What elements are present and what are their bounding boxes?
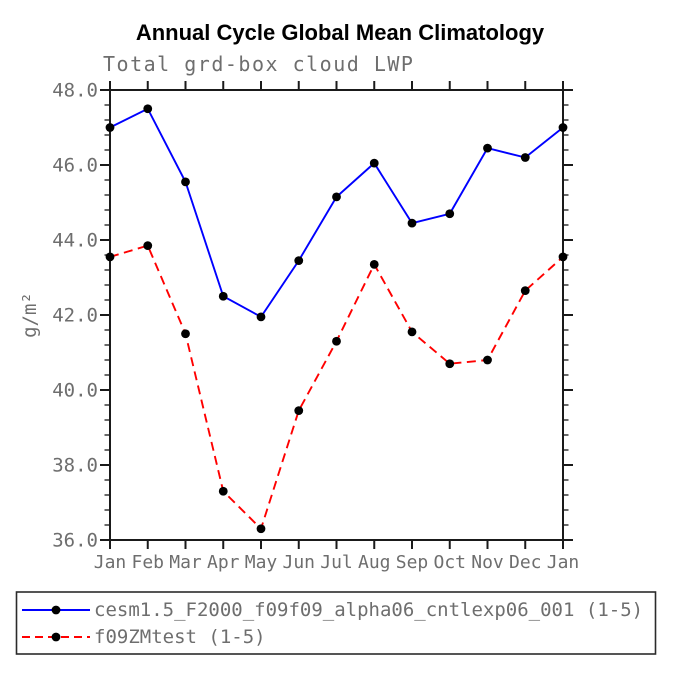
data-point	[256, 524, 266, 534]
data-point	[143, 104, 153, 114]
x-tick-label: Mar	[169, 552, 202, 573]
x-tick-label: May	[245, 552, 278, 573]
x-tick-label: Aug	[358, 552, 391, 573]
data-point	[369, 158, 379, 168]
y-tick-label: 42.0	[52, 305, 98, 327]
data-point	[483, 143, 492, 153]
data-point	[520, 286, 530, 296]
legend-circle-marker-icon	[51, 605, 61, 615]
x-tick-label: Jan	[94, 552, 127, 573]
chart-subtitle: Total grd-box cloud LWP	[103, 52, 414, 76]
data-point	[407, 327, 417, 337]
data-point	[558, 252, 568, 262]
data-series	[105, 104, 568, 534]
data-point	[218, 291, 228, 301]
data-point	[332, 336, 341, 346]
data-point	[294, 256, 304, 266]
plot-frame	[109, 89, 564, 541]
series-line-1	[109, 244, 564, 531]
legend-box	[15, 591, 657, 655]
x-tick-label: Apr	[207, 552, 240, 573]
x-tick-label: Jun	[282, 552, 315, 573]
legend-item-f09zmtest: f09ZMtest (1-5)	[22, 626, 266, 648]
legend-circle-marker-icon	[51, 632, 61, 642]
data-point	[483, 355, 492, 365]
data-point	[218, 486, 228, 496]
axis-tick-labels: Jan Feb Mar Apr May Jun Jul Aug Sep Oct Nov Dec Jan3…	[52, 80, 579, 574]
x-tick-label: Jul	[320, 552, 353, 573]
y-tick-label: 38.0	[52, 455, 98, 477]
y-tick-label: 46.0	[52, 155, 98, 177]
data-point	[407, 218, 417, 228]
y-axis-label: g/m²	[19, 292, 41, 338]
x-tick-label: Sep	[396, 552, 429, 573]
legend-label: f09ZMtest (1-5)	[94, 626, 266, 648]
data-point	[294, 406, 304, 416]
y-tick-label: 36.0	[52, 530, 98, 552]
data-point	[143, 241, 153, 251]
x-tick-label: Feb	[131, 552, 164, 573]
data-point	[256, 312, 266, 322]
y-tick-label: 40.0	[52, 380, 98, 402]
data-point	[105, 123, 115, 132]
data-point	[445, 359, 455, 369]
legend-label: cesm1.5_F2000_f09f09_alpha06_cntlexp06_0…	[94, 599, 643, 621]
data-point	[332, 192, 341, 202]
x-tick-label: Jan	[547, 552, 580, 573]
legend: cesm1.5_F2000_f09f09_alpha06_cntlexp06_0…	[15, 591, 657, 655]
data-point	[369, 259, 379, 269]
y-tick-label: 48.0	[52, 80, 98, 102]
data-point	[181, 329, 190, 339]
x-tick-label: Nov	[471, 552, 504, 573]
data-point	[105, 252, 115, 262]
data-point	[558, 123, 568, 132]
x-tick-label: Oct	[433, 552, 466, 573]
data-point	[445, 209, 455, 219]
axes-ticks	[100, 81, 573, 549]
legend-item-cesm: cesm1.5_F2000_f09f09_alpha06_cntlexp06_0…	[22, 599, 643, 621]
data-point	[520, 153, 530, 162]
chart-title: Annual Cycle Global Mean Climatology	[136, 20, 545, 45]
x-tick-label: Dec	[509, 552, 542, 573]
data-point	[181, 177, 190, 187]
series-line-0	[109, 107, 564, 319]
y-tick-label: 44.0	[52, 230, 98, 252]
